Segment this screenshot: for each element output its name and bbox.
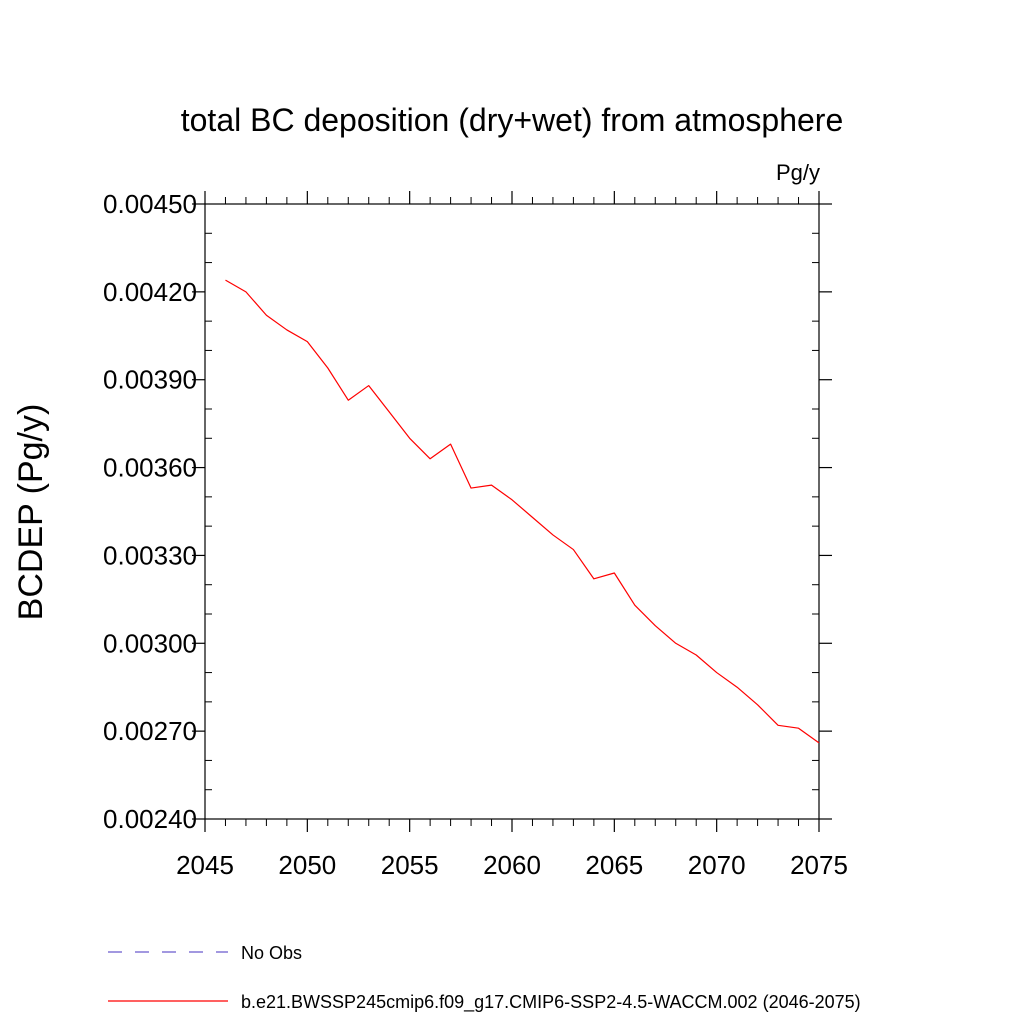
series-layer — [225, 279, 820, 744]
chart-title: total BC deposition (dry+wet) from atmos… — [181, 102, 844, 138]
legend-label: b.e21.BWSSP245cmip6.f09_g17.CMIP6-SSP2-4… — [241, 992, 861, 1013]
x-tick-label: 2070 — [688, 850, 746, 880]
y-tick-label: 0.00240 — [103, 804, 197, 834]
y-tick-label: 0.00300 — [103, 628, 197, 658]
legend-label: No Obs — [241, 943, 302, 963]
x-tick-label: 2045 — [176, 850, 234, 880]
x-tick-label: 2060 — [483, 850, 541, 880]
y-tick-label: 0.00360 — [103, 453, 197, 483]
legend: No Obs b.e21.BWSSP245cmip6.f09_g17.CMIP6-… — [108, 943, 861, 1013]
series-line — [225, 279, 820, 744]
units-label: Pg/y — [776, 160, 820, 185]
x-tick-label: 2055 — [381, 850, 439, 880]
x-tick-label: 2050 — [278, 850, 336, 880]
plot-frame — [204, 203, 820, 820]
y-tick-label: 0.00270 — [103, 716, 197, 746]
y-axis-label: BCDEP (Pg/y) — [12, 404, 50, 621]
x-tick-label: 2075 — [790, 850, 848, 880]
y-tick-label: 0.00390 — [103, 365, 197, 395]
y-tick-label: 0.00330 — [103, 540, 197, 570]
y-tick-label: 0.00450 — [103, 189, 197, 219]
y-tick-label: 0.00420 — [103, 277, 197, 307]
x-tick-label: 2065 — [585, 850, 643, 880]
axis-ticks — [192, 191, 832, 832]
axis-tick-labels: 2045 2050 2055 2060 2065 2070 2075 0.00240 0.002… — [103, 189, 848, 880]
